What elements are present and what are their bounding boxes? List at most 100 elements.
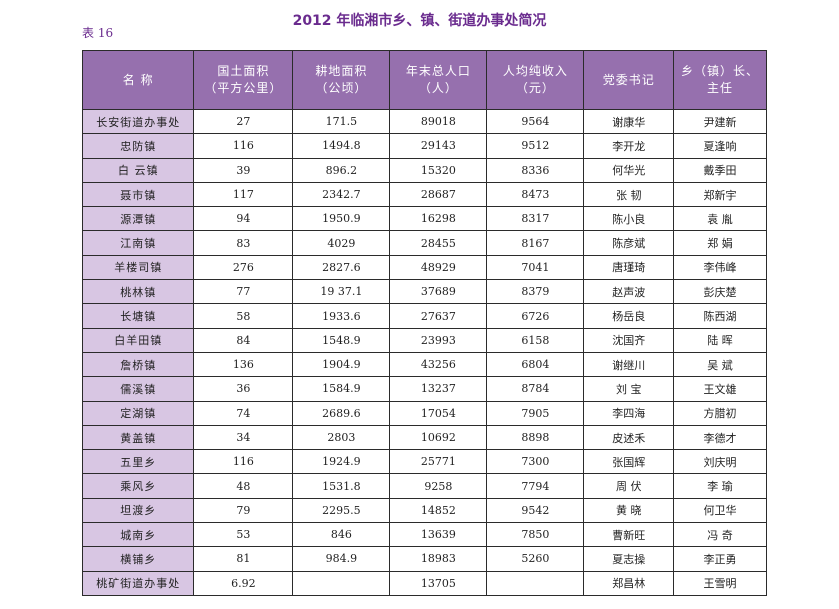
land-area-cell: 84	[193, 327, 294, 353]
name-cell: 横铺乡	[81, 546, 195, 572]
head-cell: 陆 晖	[673, 327, 767, 353]
party-secretary-cell: 赵声波	[583, 279, 675, 305]
page-title: 2012 年临湘市乡、镇、街道办事处简况	[292, 13, 547, 29]
head-cell: 尹建新	[673, 108, 767, 135]
farmland-area-cell: 171.5	[292, 108, 391, 135]
population-cell: 17054	[389, 400, 488, 426]
table-row: 长安街道办事处 27 171.5 89018 9564 谢康华 尹建新	[81, 108, 767, 135]
table-row: 黄盖镇 34 2803 10692 8898 皮述禾 李德才	[81, 424, 767, 451]
land-area-cell: 276	[193, 254, 294, 281]
population-cell: 48929	[389, 254, 488, 281]
name-cell: 桃矿街道办事处	[81, 570, 195, 596]
farmland-area-cell: 2342.7	[292, 181, 391, 208]
head-cell: 夏逢响	[673, 133, 767, 159]
table-row: 城南乡 53 846 13639 7850 曹新旺冯 奇	[81, 522, 767, 548]
table-row: 乘风乡 48 1531.8 9258 7794 周 伏李 瑜	[81, 473, 767, 499]
population-cell: 29143	[389, 133, 488, 159]
income-cell: 7300	[486, 449, 585, 475]
population-cell: 18983	[389, 546, 488, 572]
party-secretary-cell: 曹新旺	[583, 522, 675, 548]
head-cell: 方腊初	[673, 400, 767, 426]
farmland-area-cell: 2827.6	[292, 254, 391, 281]
population-cell: 9258	[389, 473, 488, 499]
population-cell: 16298	[389, 206, 488, 232]
party-secretary-cell: 陈彦斌	[583, 230, 675, 256]
table-header-row: 名 称 国土面积 （平方公里） 耕地面积 （公顷） 年末总人口 （人） 人均纯收入 （元…	[81, 50, 767, 110]
table-row: 聂市镇 117 2342.7 28687 8473 张 韧郑新宇	[81, 181, 767, 208]
head-cell: 李正勇	[673, 546, 767, 572]
farmland-area-cell: 1548.9	[292, 327, 391, 353]
income-cell: 7794	[486, 473, 585, 499]
land-area-cell: 36	[193, 376, 294, 402]
land-area-cell: 77	[193, 279, 294, 305]
income-cell: 9542	[486, 497, 585, 524]
township-summary-table: 名 称 国土面积 （平方公里） 耕地面积 （公顷） 年末总人口 （人） 人均纯收入 （元…	[81, 50, 767, 596]
head-cell: 李德才	[673, 424, 767, 451]
name-cell: 长安街道办事处	[81, 108, 195, 135]
population-cell: 13705	[389, 570, 488, 596]
party-secretary-cell: 谢康华	[583, 108, 675, 135]
name-cell: 黄盖镇	[81, 424, 195, 451]
head-cell: 冯 奇	[673, 522, 767, 548]
name-cell: 詹桥镇	[81, 351, 195, 378]
head-cell: 陈西湖	[673, 303, 767, 329]
head-cell: 王文雄	[673, 376, 767, 402]
income-cell: 7041	[486, 254, 585, 281]
name-cell: 白 云镇	[81, 157, 195, 183]
land-area-cell: 39	[193, 157, 294, 183]
name-cell: 源潭镇	[81, 206, 195, 232]
land-area-cell: 116	[193, 133, 294, 159]
table-row: 羊楼司镇 276 2827.6 48929 7041 唐瑾琦 李伟峰	[81, 254, 767, 281]
farmland-area-cell: 1933.6	[292, 303, 391, 329]
farmland-area-cell: 1950.9	[292, 206, 391, 232]
income-cell: 5260	[486, 546, 585, 572]
income-cell: 8784	[486, 376, 585, 402]
land-area-cell: 74	[193, 400, 294, 426]
land-area-cell: 58	[193, 303, 294, 329]
name-cell: 忠防镇	[81, 133, 195, 159]
income-cell: 6726	[486, 303, 585, 329]
population-cell: 37689	[389, 279, 488, 305]
name-cell: 坦渡乡	[81, 497, 195, 524]
population-cell: 89018	[389, 108, 488, 135]
table-row: 源潭镇 94 1950.9 16298 8317 陈小良袁 胤	[81, 206, 767, 232]
income-cell: 8317	[486, 206, 585, 232]
land-area-cell: 79	[193, 497, 294, 524]
column-header-land-area: 国土面积 （平方公里）	[193, 50, 294, 110]
income-cell: 7905	[486, 400, 585, 426]
farmland-area-cell: 1904.9	[292, 351, 391, 378]
party-secretary-cell: 郑昌林	[583, 570, 675, 596]
population-cell: 28455	[389, 230, 488, 256]
name-cell: 长塘镇	[81, 303, 195, 329]
income-cell	[486, 570, 585, 596]
head-cell: 李 瑜	[673, 473, 767, 499]
land-area-cell: 117	[193, 181, 294, 208]
land-area-cell: 27	[193, 108, 294, 135]
name-cell: 羊楼司镇	[81, 254, 195, 281]
income-cell: 8167	[486, 230, 585, 256]
income-cell: 9564	[486, 108, 585, 135]
income-cell: 8379	[486, 279, 585, 305]
table-row: 白羊田镇 84 1548.9 23993 6158 沈国齐陆 晖	[81, 327, 767, 353]
income-cell: 6158	[486, 327, 585, 353]
column-header-farmland-area: 耕地面积 （公顷）	[292, 50, 391, 110]
head-cell: 吴 斌	[673, 351, 767, 378]
table-row: 儒溪镇 36 1584.9 13237 8784 刘 宝王文雄	[81, 376, 767, 402]
head-cell: 郑 娟	[673, 230, 767, 256]
name-cell: 乘风乡	[81, 473, 195, 499]
name-cell: 定湖镇	[81, 400, 195, 426]
farmland-area-cell: 2803	[292, 424, 391, 451]
column-header-income: 人均纯收入 （元）	[486, 50, 585, 110]
land-area-cell: 136	[193, 351, 294, 378]
head-cell: 袁 胤	[673, 206, 767, 232]
income-cell: 6804	[486, 351, 585, 378]
farmland-area-cell: 984.9	[292, 546, 391, 572]
farmland-area-cell: 846	[292, 522, 391, 548]
farmland-area-cell	[292, 570, 391, 596]
party-secretary-cell: 皮述禾	[583, 424, 675, 451]
head-cell: 郑新宇	[673, 181, 767, 208]
table-row: 白 云镇 39 896.2 15320 8336 何华光 戴季田	[81, 157, 767, 183]
farmland-area-cell: 2295.5	[292, 497, 391, 524]
table-row: 长塘镇 58 1933.6 27637 6726 杨岳良 陈西湖	[81, 303, 767, 329]
party-secretary-cell: 周 伏	[583, 473, 675, 499]
